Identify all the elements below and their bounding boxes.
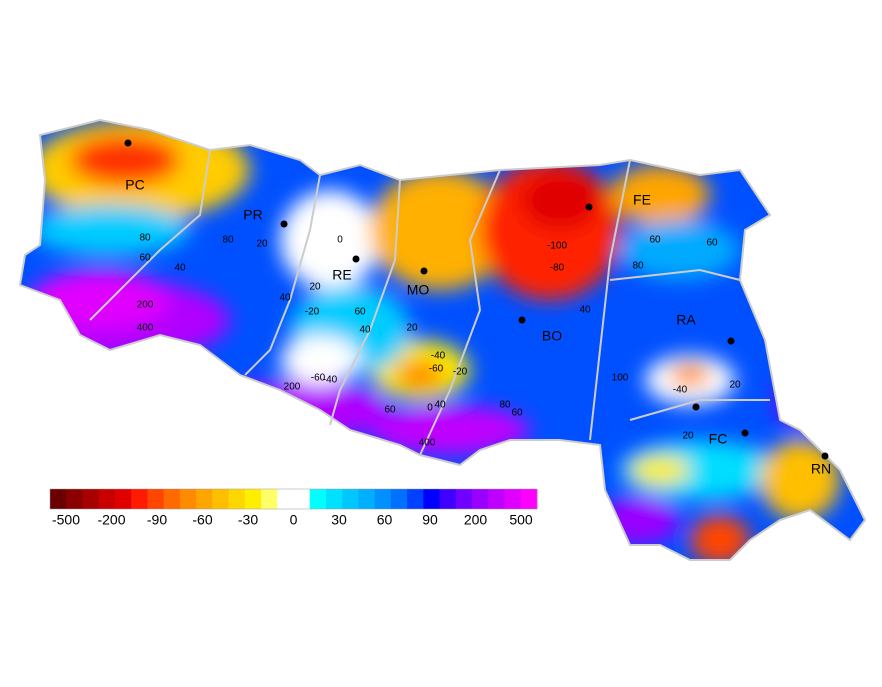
- colorbar-cell: [196, 489, 213, 509]
- contour-label: -80: [550, 263, 565, 274]
- colorbar-cell: [261, 489, 278, 509]
- city-label: FE: [633, 192, 651, 208]
- colorbar-cell: [82, 489, 100, 509]
- borders: [18, 118, 867, 561]
- contour-label: 20: [256, 239, 268, 250]
- contour-label: 80: [499, 400, 511, 411]
- contour-label: 60: [384, 405, 396, 416]
- contour-label: 20: [729, 380, 741, 391]
- colorbar-label: -30: [238, 512, 258, 528]
- city-label: PC: [125, 177, 144, 193]
- colorbar-cell: [325, 489, 343, 509]
- contour-label: -40: [431, 351, 446, 362]
- colorbar-cell: [244, 489, 262, 509]
- colorbar-label: -200: [97, 512, 125, 528]
- contour-label: 20: [309, 282, 321, 293]
- colorbar-cell: [504, 489, 522, 509]
- contour-label: 20: [406, 323, 418, 334]
- contour-label: 400: [137, 323, 154, 334]
- colorbar-cell: [98, 489, 116, 509]
- contour-label: 60: [354, 307, 366, 318]
- colorbar-cell: [277, 489, 294, 509]
- contour-label: 20: [682, 431, 694, 442]
- colorbar-cell: [212, 489, 230, 509]
- contour-label: 40: [279, 293, 291, 304]
- colorbar-label: 500: [509, 512, 533, 528]
- city-label: BO: [542, 328, 562, 344]
- contour-label: 60: [139, 253, 151, 264]
- city-label: RN: [811, 461, 831, 477]
- colorbar-label: -90: [147, 512, 167, 528]
- contour-label: 200: [284, 382, 301, 393]
- city-label: FC: [709, 431, 728, 447]
- contour-label: -20: [305, 307, 320, 318]
- contour-label: 400: [419, 438, 436, 449]
- colorbar-cell: [455, 489, 473, 509]
- contour-label: 0: [337, 235, 343, 246]
- colorbar-label: 90: [422, 512, 438, 528]
- contour-label: -60: [311, 373, 326, 384]
- contour-label: 40: [359, 325, 371, 336]
- colorbar-cell: [423, 489, 441, 509]
- contour-label: -100: [547, 241, 567, 252]
- city-dots: [124, 139, 829, 460]
- colorbar-cell: [228, 489, 246, 509]
- colorbar-label: 200: [464, 512, 488, 528]
- contour-label: 0: [427, 403, 433, 414]
- contour-label: -20: [453, 367, 468, 378]
- colorbar-cell: [472, 489, 489, 509]
- colorbar-cell: [520, 489, 538, 509]
- colorbar-cell: [131, 489, 148, 509]
- city-label: RE: [332, 267, 351, 283]
- contour-label: 80: [632, 261, 644, 272]
- contour-label: 40: [174, 263, 186, 274]
- contour-label: -60: [429, 364, 444, 375]
- colorbar-frame: [49, 488, 538, 510]
- contour-label: 200: [137, 300, 154, 311]
- city-label: RA: [676, 312, 696, 328]
- contour-label: 40: [579, 305, 591, 316]
- colorbar-label: 60: [377, 512, 393, 528]
- colorbar-cell: [163, 489, 181, 509]
- colorbar-label: 30: [331, 512, 347, 528]
- colorbar-cell: [147, 489, 165, 509]
- colorbar-cell: [66, 489, 83, 509]
- colorbar-label: 0: [290, 512, 298, 528]
- colorbar-cell: [179, 489, 197, 509]
- contour-label: 60: [511, 408, 523, 419]
- colorbar-cell: [439, 489, 457, 509]
- contour-label: 60: [706, 238, 718, 249]
- contour-label: 60: [649, 235, 661, 246]
- contour-label: -40: [673, 385, 688, 396]
- colorbar-cell: [374, 489, 392, 509]
- contour-label: 100: [612, 373, 629, 384]
- colorbar-label: -60: [192, 512, 212, 528]
- colorbar-cell: [488, 489, 506, 509]
- contour-label: 80: [139, 233, 151, 244]
- colorbar-cell: [390, 489, 408, 509]
- contour-label: 40: [434, 400, 446, 411]
- colorbar-cell: [309, 489, 327, 509]
- colorbar-cell: [342, 489, 359, 509]
- contour-label: 80: [222, 235, 234, 246]
- contour-label: -40: [323, 375, 338, 386]
- colorbar-cell: [293, 489, 311, 509]
- city-label: PR: [243, 207, 262, 223]
- colorbar-label: -500: [52, 512, 80, 528]
- city-label: MO: [407, 282, 430, 298]
- colorbar-cell: [114, 489, 132, 509]
- colorbar-cell: [50, 489, 67, 509]
- colorbar-cell: [407, 489, 424, 509]
- colorbar-cell: [358, 489, 376, 509]
